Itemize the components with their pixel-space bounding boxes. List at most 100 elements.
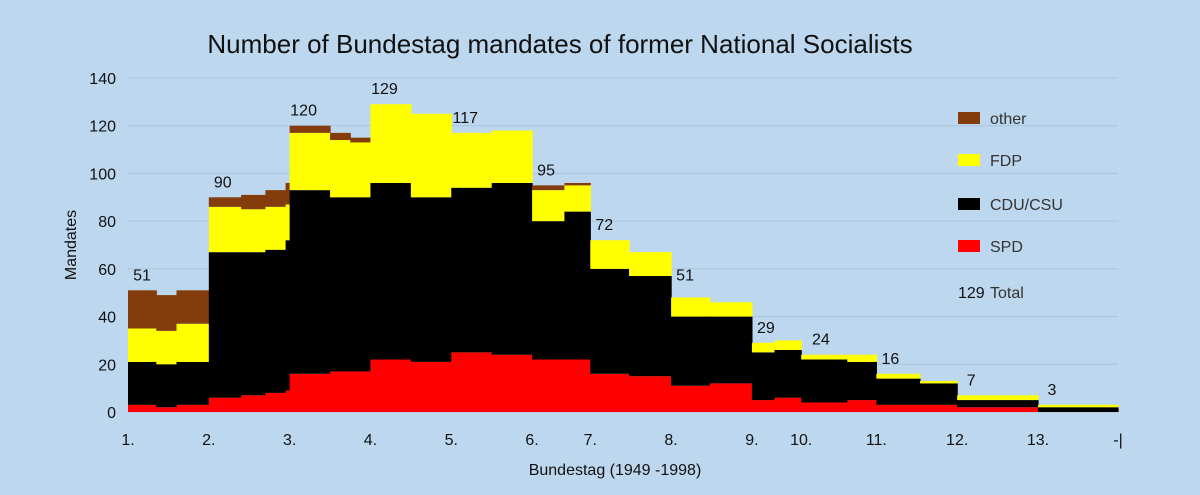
total-label: 120 <box>290 103 317 120</box>
y-tick-label: 40 <box>98 310 116 327</box>
area-segment-cducsu <box>176 361 210 405</box>
area-segment-other <box>265 190 287 207</box>
area-segment-fdp <box>330 140 351 198</box>
area-segment-cducsu <box>451 187 493 353</box>
area-segment-fdp <box>265 206 287 250</box>
area-segment-cducsu <box>564 211 591 360</box>
area-segment-cducsu <box>491 182 533 355</box>
x-tick-label: 3. <box>283 432 296 449</box>
area-segment-spd <box>241 395 266 412</box>
area-segment-spd <box>176 404 210 412</box>
area-segment-fdp <box>208 206 242 253</box>
total-label: 29 <box>757 320 775 337</box>
area-segment-fdp <box>751 342 776 353</box>
x-tick-label: 13. <box>1027 432 1049 449</box>
area-segment-spd <box>285 390 291 412</box>
x-tick-label: 12. <box>946 432 968 449</box>
area-segment-cducsu <box>801 359 848 403</box>
area-segment-fdp <box>774 340 802 350</box>
area-segment-fdp <box>156 330 178 365</box>
area-segment-other <box>330 132 351 141</box>
legend-swatch <box>958 112 980 124</box>
area-segment-other <box>241 194 266 210</box>
area-segment-fdp <box>370 104 412 183</box>
total-label: 72 <box>595 217 613 234</box>
area-segment-other <box>156 295 178 331</box>
area-segment-fdp <box>671 297 711 317</box>
area-segment-cducsu <box>285 240 291 391</box>
legend-swatch <box>958 198 980 210</box>
area-segment-fdp <box>957 395 1039 401</box>
area-segment-fdp <box>410 113 452 198</box>
area-segment-spd <box>289 373 331 412</box>
area-segment-spd <box>370 359 412 412</box>
area-segment-cducsu <box>709 316 753 384</box>
x-tick-label: 9. <box>745 432 758 449</box>
total-label: 117 <box>453 110 479 127</box>
legend-swatch <box>958 154 980 166</box>
area-segment-other <box>176 290 210 324</box>
area-segment-fdp <box>532 190 566 222</box>
area-segment-spd <box>920 404 958 412</box>
area-segment-cducsu <box>876 378 921 405</box>
y-tick-label: 120 <box>89 119 116 136</box>
y-axis-label: Mandates <box>63 210 80 280</box>
area-segment-other <box>128 290 157 329</box>
area-segment-cducsu <box>410 197 452 362</box>
area-segment-fdp <box>285 204 291 241</box>
area-segment-spd <box>590 373 630 412</box>
area-segment-fdp <box>590 240 630 269</box>
area-segment-fdp <box>876 373 921 379</box>
area-segment-cducsu <box>671 316 711 386</box>
legend-label: SPD <box>990 239 1023 256</box>
legend-label: FDP <box>990 153 1022 170</box>
area-segment-fdp <box>128 328 157 362</box>
area-segment-fdp <box>241 209 266 253</box>
legend-label: other <box>990 111 1027 128</box>
area-segment-cducsu <box>920 383 958 405</box>
area-segment-fdp <box>629 252 672 277</box>
area-segment-fdp <box>920 380 958 384</box>
total-label: 129 <box>371 81 398 98</box>
x-axis-label: Bundestag (1949 -1998) <box>529 462 702 479</box>
legend-swatch <box>958 240 980 252</box>
area-segment-cducsu <box>590 268 630 374</box>
area-segment-fdp <box>451 132 493 188</box>
x-tick-label: 7. <box>584 432 597 449</box>
area-segment-spd <box>265 392 287 412</box>
legend-total-value: 129 <box>958 285 985 302</box>
y-tick-label: 20 <box>98 357 116 374</box>
total-label: 51 <box>133 267 151 284</box>
area-segment-spd <box>801 402 848 412</box>
total-labels: 51 90 120 129 117 95 72 51 29 24 16 7 3 <box>133 81 1056 399</box>
area-segment-cducsu <box>330 197 351 372</box>
area-segment-other <box>532 185 566 191</box>
area-segment-spd <box>330 371 351 412</box>
area-segment-spd <box>629 376 672 412</box>
area-segment-spd <box>751 400 776 412</box>
x-tick-label: 8. <box>664 432 677 449</box>
area-segment-cducsu <box>957 400 1039 408</box>
area-segment-fdp <box>564 185 591 212</box>
area-segment-other <box>285 182 291 205</box>
area-segment-cducsu <box>629 276 672 377</box>
x-tick-label: 10. <box>790 432 812 449</box>
area-segment-spd <box>156 407 178 412</box>
area-segment-cducsu <box>847 361 877 401</box>
total-label: 90 <box>214 174 232 191</box>
y-tick-label: 100 <box>89 166 116 183</box>
legend: other FDP CDU/CSU SPD 129 Total <box>958 111 1063 302</box>
area-segment-cducsu <box>370 182 412 360</box>
area-segment-spd <box>208 397 242 412</box>
area-segment-spd <box>128 404 157 412</box>
area-segment-spd <box>451 352 493 412</box>
area-segment-cducsu <box>774 349 802 398</box>
area-segment-spd <box>876 404 921 412</box>
x-tick-label: 6. <box>525 432 538 449</box>
y-tick-label: 80 <box>98 214 116 231</box>
area-segment-other <box>564 182 591 186</box>
x-tick-label: 5. <box>445 432 458 449</box>
area-segment-spd <box>671 385 711 412</box>
area-segment-other <box>350 137 372 143</box>
